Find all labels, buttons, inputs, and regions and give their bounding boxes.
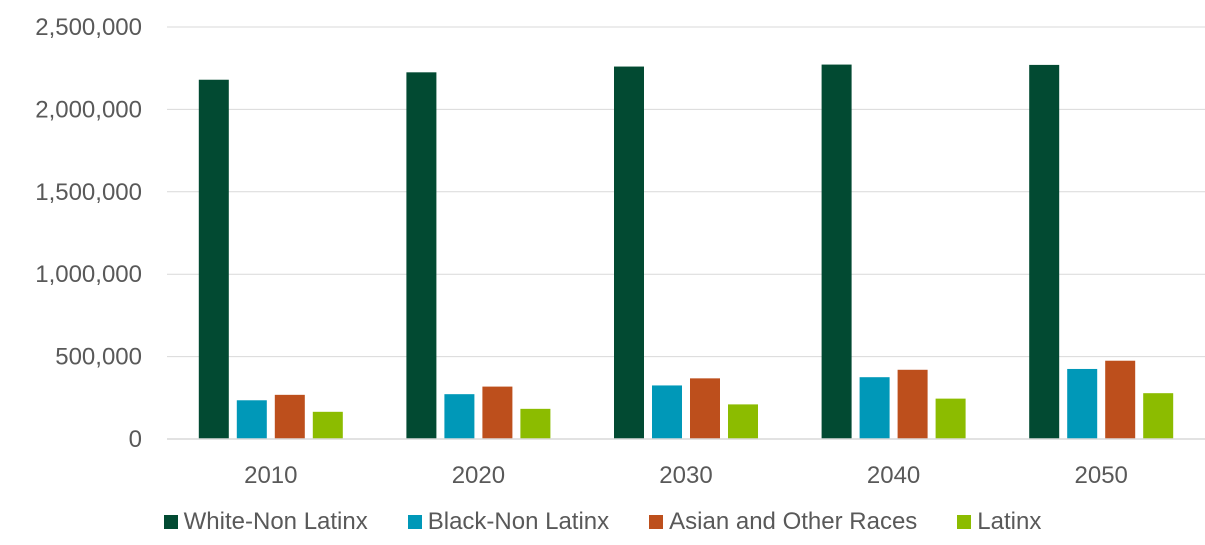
legend-item: Latinx xyxy=(957,508,1041,536)
y-tick-label: 500,000 xyxy=(55,344,142,371)
bar-latinx-2010 xyxy=(312,411,343,439)
bar-black-non-latinx-2050 xyxy=(1067,368,1098,439)
x-tick-label: 2030 xyxy=(659,462,712,489)
legend-item: White-Non Latinx xyxy=(163,508,368,536)
legend-swatch xyxy=(163,515,178,529)
legend-label: Asian and Other Races xyxy=(669,508,918,535)
bar-white-non-latinx-2010 xyxy=(198,79,229,440)
y-tick-label: 2,000,000 xyxy=(35,96,142,123)
bar-asian-and-other-races-2020 xyxy=(482,386,513,439)
y-tick-label: 1,500,000 xyxy=(35,179,142,206)
bar-black-non-latinx-2010 xyxy=(236,400,267,439)
x-tick-label: 2020 xyxy=(452,462,505,489)
y-tick-label: 2,500,000 xyxy=(35,14,142,41)
y-tick-label: 0 xyxy=(129,426,142,453)
bar-black-non-latinx-2030 xyxy=(652,385,682,439)
bar-asian-and-other-races-2010 xyxy=(274,394,305,439)
bar-asian-and-other-races-2050 xyxy=(1105,360,1136,439)
x-tick-label: 2010 xyxy=(244,462,297,489)
bar-latinx-2040 xyxy=(935,398,966,439)
bar-latinx-2020 xyxy=(520,408,551,439)
bar-white-non-latinx-2030 xyxy=(614,66,644,439)
legend-swatch xyxy=(957,515,972,529)
x-tick-label: 2050 xyxy=(1075,462,1128,489)
bar-asian-and-other-races-2040 xyxy=(897,369,928,439)
bars xyxy=(198,64,1174,440)
bar-asian-and-other-races-2030 xyxy=(690,378,720,439)
x-tick-label: 2040 xyxy=(867,462,920,489)
legend-label: Black-Non Latinx xyxy=(427,508,610,535)
bar-latinx-2030 xyxy=(728,404,758,439)
x-axis: 2010 2020 2030 2040 2050 xyxy=(244,462,1128,489)
legend-swatch xyxy=(407,515,422,529)
bar-black-non-latinx-2040 xyxy=(859,377,890,439)
bar-white-non-latinx-2040 xyxy=(821,64,852,439)
legend-item: Black-Non Latinx xyxy=(407,508,610,536)
legend-label: Latinx xyxy=(977,508,1042,535)
bar-black-non-latinx-2020 xyxy=(444,394,475,439)
bar-white-non-latinx-2050 xyxy=(1029,64,1060,440)
y-axis: 0 500,000 1,000,000 1,500,000 2,000,000 2,500… xyxy=(35,14,142,453)
legend-item: Asian and Other Races xyxy=(649,508,917,536)
legend: White-Non Latinx Black-Non Latinx Asian an… xyxy=(0,508,1205,536)
bar-white-non-latinx-2020 xyxy=(406,72,437,439)
legend-label: White-Non Latinx xyxy=(183,508,368,535)
legend-swatch xyxy=(649,515,664,529)
y-tick-label: 1,000,000 xyxy=(35,261,142,288)
bar-latinx-2050 xyxy=(1143,393,1174,439)
